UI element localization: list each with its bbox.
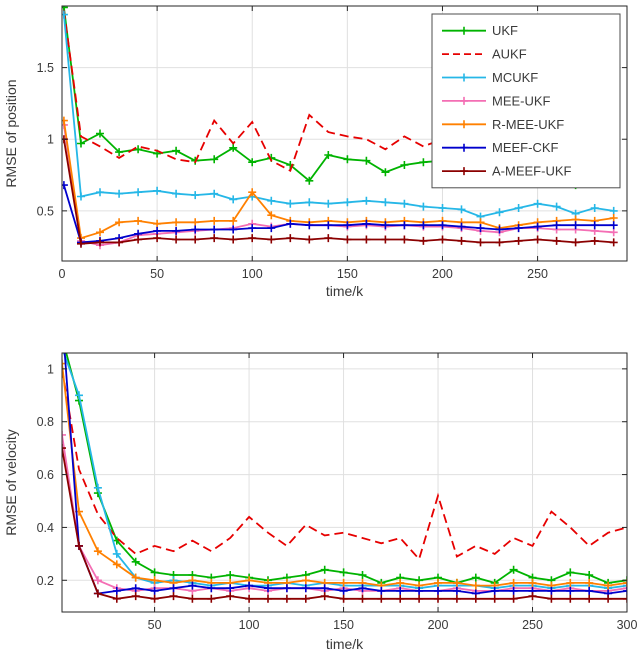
legend-marker-a-meef-ukf (460, 167, 468, 176)
x-axis-label: time/k (326, 636, 364, 652)
x-tick-label: 150 (337, 267, 358, 281)
x-tick-label: 50 (150, 267, 164, 281)
series-markers-meef-ckf (75, 541, 627, 598)
series-markers-r-mee-ukf (62, 359, 627, 590)
series-line-aukf (62, 368, 627, 561)
y-axis-label: RMSE of velocity (3, 429, 19, 536)
legend-marker-mcukf (460, 73, 468, 82)
x-tick-label: 250 (522, 618, 543, 632)
x-tick-label: 150 (333, 618, 354, 632)
x-axis-label: time/k (326, 283, 364, 299)
x-tick-label: 0 (59, 267, 66, 281)
y-tick-label: 0.8 (37, 415, 54, 429)
series-markers-mcukf (62, 10, 618, 221)
legend-label-r-mee-ukf: R-MEE-UKF (492, 117, 564, 132)
legend-label-mcukf: MCUKF (492, 70, 538, 85)
x-tick-label: 200 (428, 618, 449, 632)
legend-label-meef-ckf: MEEF-CKF (492, 140, 559, 155)
tick-labels: 0 50 100 150 200 250 0.5 1 1.5 (37, 61, 548, 281)
rmse-position-chart: 0 50 100 150 200 250 0.5 1 1.5 time/k RMSE of posi… (0, 0, 640, 322)
axes-box (61, 5, 628, 262)
series-group (62, 353, 627, 603)
y-tick-label: 1 (47, 133, 54, 147)
x-tick-label: 50 (148, 618, 162, 632)
legend-marker-r-mee-ukf (460, 120, 468, 129)
y-tick-label: 1.5 (37, 61, 54, 75)
axes-box (61, 352, 628, 613)
rmse-position-svg: 0 50 100 150 200 250 0.5 1 1.5 time/k RMSE of posi… (3, 5, 628, 299)
y-axis-label: RMSE of position (3, 79, 19, 187)
y-tick-label: 1 (47, 362, 54, 376)
legend-marker-mee-ukf (460, 96, 468, 105)
legend-label-mee-ukf: MEE-UKF (492, 93, 551, 108)
series-markers-meef-ckf (62, 181, 618, 247)
tick-marks (61, 6, 627, 261)
tick-labels: 50 100 150 200 250 300 0.2 0.4 0.6 0.8 1 (37, 362, 638, 632)
tick-marks (62, 353, 628, 612)
x-tick-label: 200 (432, 267, 453, 281)
y-tick-label: 0.4 (37, 521, 54, 535)
rmse-velocity-chart: 50 100 150 200 250 300 0.2 0.4 0.6 0.8 1 time/k RMSE… (0, 322, 640, 664)
x-tick-label: 100 (242, 267, 263, 281)
y-tick-label: 0.6 (37, 468, 54, 482)
x-tick-label: 250 (527, 267, 548, 281)
x-tick-label: 300 (617, 618, 638, 632)
legend-label-a-meef-ukf: A-MEEF-UKF (492, 164, 572, 179)
y-tick-label: 0.2 (37, 574, 54, 588)
x-tick-label: 100 (239, 618, 260, 632)
series-markers-a-meef-ukf (62, 444, 627, 603)
y-tick-label: 0.5 (37, 204, 54, 218)
legend-marker-meef-ckf (460, 143, 468, 152)
rmse-velocity-svg: 50 100 150 200 250 300 0.2 0.4 0.6 0.8 1 time/k RMSE… (3, 352, 638, 652)
legend-label-ukf: UKF (492, 23, 518, 38)
legend-label-aukf: AUKF (492, 47, 527, 62)
legend-marker-ukf (460, 26, 468, 35)
legend: UKF AUKF MCUKF MEE-UKF R-MEE-UKF MEEF-CKF A-ME… (431, 13, 621, 189)
